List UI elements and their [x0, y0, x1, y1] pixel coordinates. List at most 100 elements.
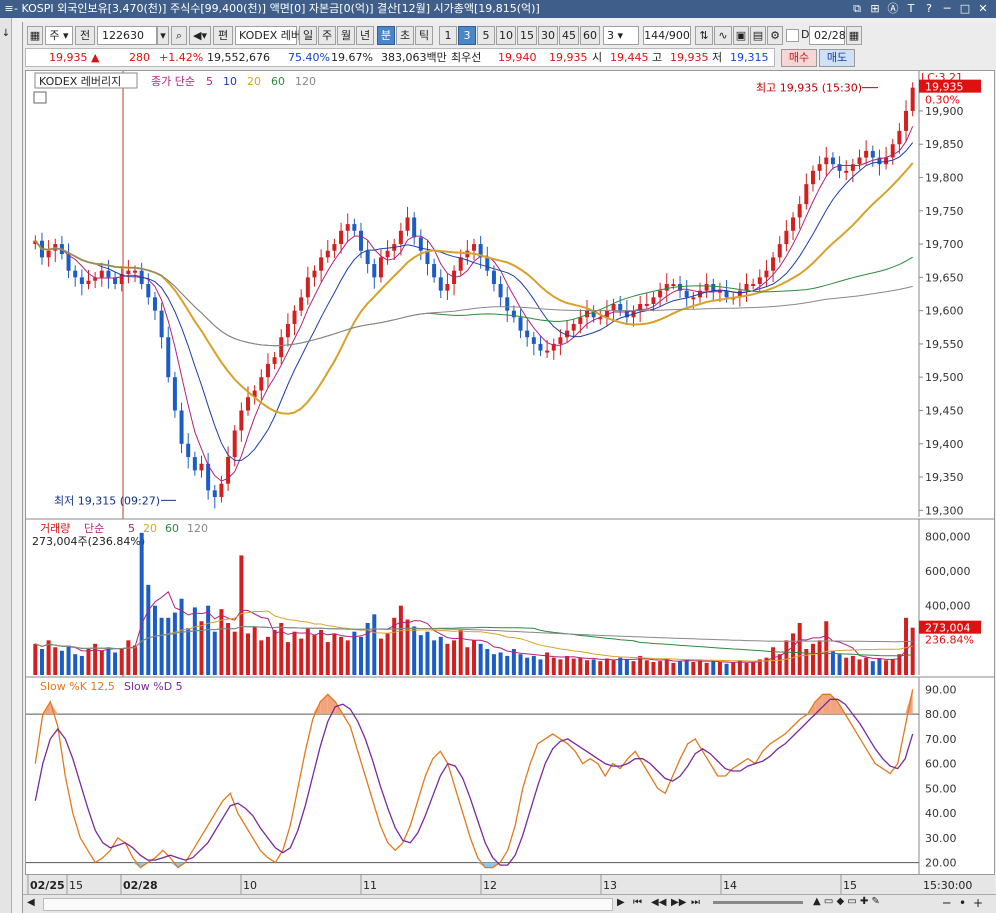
- lock-icon[interactable]: ▣: [733, 26, 749, 45]
- ma-line-10: [34, 142, 914, 461]
- stochastic-panel: 90.00 80.00 70.00 60.00 50.00 40.00 30.00 20.00…: [26, 676, 994, 875]
- volume-bar: [591, 659, 596, 675]
- candle: [398, 230, 403, 245]
- interval-10[interactable]: 10: [496, 26, 516, 45]
- candle: [252, 390, 257, 398]
- stoch-tick-label: 80.00: [925, 708, 957, 721]
- volume-bar: [265, 636, 270, 675]
- volume-bar: [73, 654, 78, 675]
- candle: [305, 277, 310, 298]
- interval-30[interactable]: 30: [538, 26, 558, 45]
- stock-code-input[interactable]: 122630: [97, 26, 157, 45]
- help-icon[interactable]: ?: [926, 2, 932, 15]
- link-icon[interactable]: ⧉: [853, 2, 861, 15]
- period-month[interactable]: 월: [337, 26, 355, 45]
- pyeon-button[interactable]: 편: [213, 26, 233, 45]
- search-icon[interactable]: ⌕: [171, 26, 187, 45]
- low-price: 19,315: [730, 51, 769, 64]
- nav-first-button[interactable]: ⏮: [633, 897, 642, 908]
- volume-bar: [46, 640, 51, 675]
- volume-bar: [731, 662, 736, 675]
- minimize-button[interactable]: ─: [943, 2, 951, 15]
- volume-bar: [511, 649, 516, 675]
- zoom-in-button[interactable]: +: [973, 896, 984, 910]
- nav-prev-button[interactable]: ◀◀: [651, 897, 667, 908]
- scroll-track[interactable]: [43, 898, 613, 911]
- candle: [179, 410, 184, 444]
- volume-bar: [226, 623, 231, 675]
- scroll-left-icon[interactable]: ◀: [27, 897, 35, 908]
- candle: [551, 343, 556, 351]
- candle: [106, 270, 111, 278]
- volume-bar: [684, 659, 689, 675]
- candle: [445, 284, 450, 291]
- candle: [810, 170, 815, 185]
- period-minute[interactable]: 분: [377, 26, 395, 45]
- price-tick-label: 19,850: [925, 138, 964, 151]
- buy-button[interactable]: 매수: [781, 49, 817, 67]
- date-input[interactable]: 02/28: [809, 26, 846, 45]
- price-tick-label: 19,400: [925, 438, 964, 451]
- zoom-out-button[interactable]: ─: [943, 896, 951, 910]
- period-tick[interactable]: 틱: [415, 26, 433, 45]
- nav-next-button[interactable]: ▶▶: [671, 897, 687, 908]
- nav-play-button[interactable]: ▶: [617, 897, 625, 908]
- candle: [498, 284, 503, 298]
- layout-icon[interactable]: ⊞: [870, 2, 880, 15]
- volume-bar: [106, 647, 111, 675]
- save-icon[interactable]: ▤: [750, 26, 766, 45]
- text-icon[interactable]: T: [907, 2, 915, 15]
- down-arrow-icon[interactable]: ↓: [1, 28, 11, 39]
- period-week[interactable]: 주: [318, 26, 336, 45]
- sell-button[interactable]: 매도: [819, 49, 855, 67]
- interval-60[interactable]: 60: [580, 26, 600, 45]
- gear-icon[interactable]: ⚙: [767, 26, 783, 45]
- jeon-button[interactable]: 전: [75, 26, 95, 45]
- chart-tool-icon[interactable]: ⇅: [695, 26, 713, 45]
- nav-last-button[interactable]: ⏭: [691, 897, 700, 908]
- bottom-scrollbar[interactable]: ◀ ▶ ⏮ ◀◀ ▶▶ ⏭ ▲ ▭ ◆ ▭ ✚ ✎ ─ • +: [23, 894, 996, 913]
- chart-type-icon[interactable]: ▦: [27, 26, 43, 45]
- chart-svg[interactable]: 19,900 19,850 19,800 19,750 19,700 19,650 19,6…: [26, 71, 994, 875]
- price-panel-bg: [26, 71, 994, 517]
- menu-icon[interactable]: ≡: [4, 2, 14, 15]
- market-type-select[interactable]: 주 ▾: [45, 26, 73, 45]
- chart-area[interactable]: 19,900 19,850 19,800 19,750 19,700 19,650 19,6…: [25, 70, 995, 896]
- candle: [711, 284, 716, 291]
- candle: [285, 323, 290, 338]
- maximize-button[interactable]: □: [959, 2, 971, 15]
- candle: [491, 270, 496, 285]
- ma-period-label: 5: [206, 75, 213, 88]
- ma-period-label: 120: [295, 75, 316, 88]
- candle: [584, 310, 589, 318]
- candle: [651, 297, 656, 304]
- auto-icon[interactable]: Ⓐ: [887, 2, 899, 15]
- zoom-slider[interactable]: [713, 901, 803, 904]
- candle: [93, 277, 98, 281]
- volume-bar: [505, 655, 510, 675]
- interval-5[interactable]: 5: [477, 26, 495, 45]
- interval-45[interactable]: 45: [559, 26, 579, 45]
- volume-bar: [319, 629, 324, 675]
- date-checkbox[interactable]: [786, 29, 799, 42]
- period-year[interactable]: 년: [356, 26, 374, 45]
- close-button[interactable]: ✕: [978, 2, 988, 15]
- oversold-fill: [170, 862, 178, 868]
- period-day[interactable]: 일: [299, 26, 317, 45]
- period-second[interactable]: 초: [396, 26, 414, 45]
- candle: [239, 410, 244, 431]
- volume-bar: [232, 631, 237, 675]
- code-dropdown-icon[interactable]: ▾: [157, 26, 169, 45]
- interval-count-select[interactable]: 3 ▾: [603, 26, 639, 45]
- speaker-icon[interactable]: ◀▾: [189, 26, 211, 45]
- chart-icon-row[interactable]: ▲ ▭ ◆ ▭ ✚ ✎: [813, 896, 880, 907]
- interval-15[interactable]: 15: [517, 26, 537, 45]
- interval-3[interactable]: 3: [458, 26, 476, 45]
- indicator-icon[interactable]: ∿: [714, 26, 732, 45]
- date-axis-label: 02/25: [30, 879, 65, 892]
- interval-1[interactable]: 1: [439, 26, 457, 45]
- volume-bar: [259, 640, 264, 675]
- calendar-icon[interactable]: ▦: [846, 26, 862, 45]
- turnover-rate: 19.67%: [331, 51, 373, 64]
- zoom-reset-button[interactable]: •: [959, 896, 967, 910]
